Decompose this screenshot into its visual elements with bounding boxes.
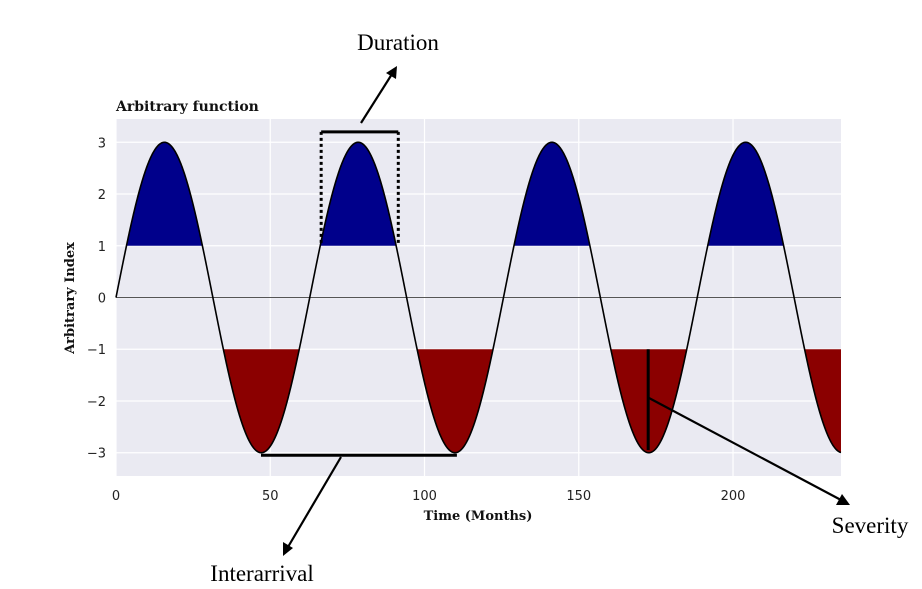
fill-above-threshold [126, 142, 203, 246]
fill-above-threshold [707, 142, 784, 246]
x-axis-label: Time (Months) [424, 509, 533, 524]
interarrival-arrow [287, 456, 342, 548]
y-tick-labels: 3 2 1 0 −1 −2 −3 [87, 136, 106, 461]
y-axis-label: Arbitrary Index [63, 242, 78, 355]
y-tick-label: 2 [98, 188, 106, 203]
severity-arrowhead [836, 494, 850, 505]
severity-label: Severity [832, 513, 909, 538]
duration-label: Duration [357, 30, 439, 55]
interarrival-label: Interarrival [210, 561, 313, 586]
duration-arrow [360, 73, 393, 124]
fill-below-threshold [417, 349, 493, 453]
y-tick-label: −3 [87, 447, 106, 462]
x-tick-label: 0 [112, 489, 120, 504]
interarrival-arrowhead [283, 542, 293, 556]
y-tick-label: −1 [87, 343, 106, 358]
x-tick-label: 100 [412, 489, 437, 504]
y-tick-label: 3 [98, 136, 106, 151]
fill-above-threshold [514, 142, 590, 246]
chart-title: Arbitrary function [115, 99, 259, 115]
series-line [115, 141, 842, 454]
y-tick-label: 0 [98, 292, 106, 307]
x-tick-label: 50 [262, 489, 279, 504]
y-tick-label: −2 [87, 395, 106, 410]
fill-below-threshold [223, 349, 300, 453]
severity-arrow [648, 397, 842, 501]
x-tick-labels: 0 50 100 150 200 [112, 489, 746, 504]
duration-bracket [319, 130, 400, 246]
x-tick-label: 200 [721, 489, 746, 504]
x-tick-label: 150 [566, 489, 591, 504]
y-tick-label: 1 [98, 240, 106, 255]
fill-below-threshold [804, 349, 841, 453]
fill-above-threshold [320, 142, 396, 246]
duration-arrowhead [386, 66, 397, 79]
